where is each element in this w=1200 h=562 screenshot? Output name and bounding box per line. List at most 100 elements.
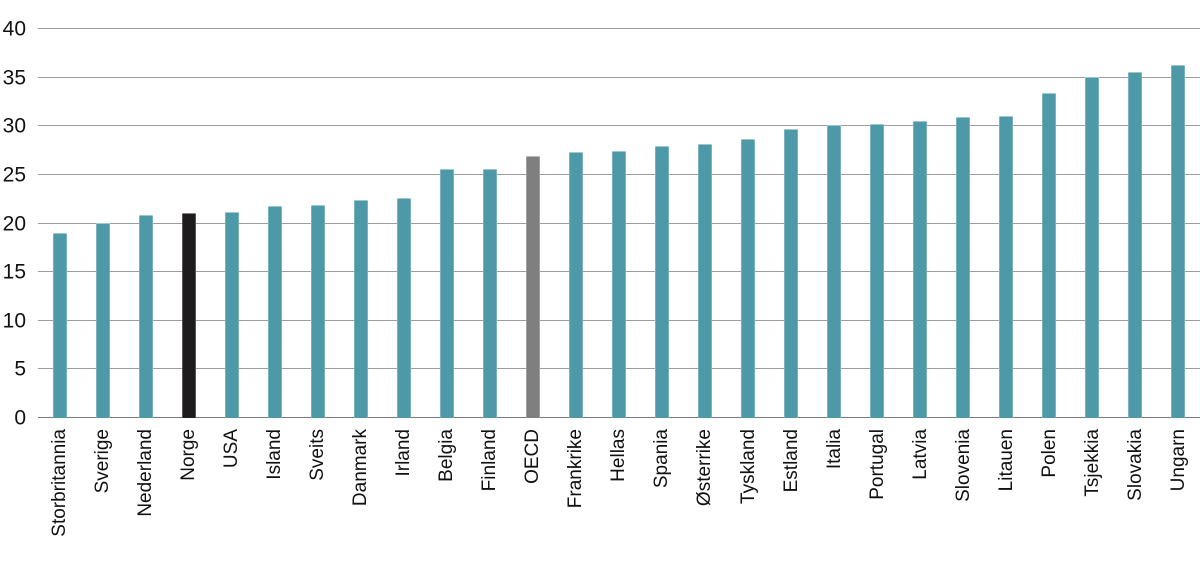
- y-tick-label-0: 0: [14, 406, 26, 430]
- x-label-cell-island: Island: [253, 419, 296, 562]
- x-label-cell-hellas: Hellas: [597, 419, 640, 562]
- x-tick-label-hellas: Hellas: [608, 429, 630, 482]
- bar-column-usa: [210, 29, 253, 418]
- x-tick-label-norge: Norge: [178, 429, 200, 481]
- x-tick-label-latvia: Latvia: [909, 429, 931, 480]
- x-tick-label-irland: Irland: [393, 429, 415, 477]
- bar-column-belgia: [425, 29, 468, 418]
- bar-column-østerrike: [683, 29, 726, 418]
- y-tick-label-25: 25: [2, 163, 26, 187]
- x-label-cell-storbritannia: Storbritannia: [38, 419, 81, 562]
- x-tick-label-portugal: Portugal: [866, 429, 888, 500]
- bar-nederland: [138, 214, 153, 418]
- x-label-cell-frankrike: Frankrike: [554, 419, 597, 562]
- bar-polen: [1042, 93, 1057, 418]
- x-label-cell-belgia: Belgia: [425, 419, 468, 562]
- x-tick-label-estland: Estland: [780, 429, 802, 493]
- bar-column-finland: [468, 29, 511, 418]
- x-tick-label-polen: Polen: [1038, 429, 1060, 478]
- x-tick-label-ungarn: Ungarn: [1167, 429, 1189, 492]
- bar-column-italia: [813, 29, 856, 418]
- bar-column-tsjekkia: [1071, 29, 1114, 418]
- plot-area: [38, 28, 1200, 418]
- bar-column-irland: [382, 29, 425, 418]
- x-label-cell-danmark: Danmark: [339, 419, 382, 562]
- bar-latvia: [913, 121, 928, 418]
- x-label-cell-sveits: Sveits: [296, 419, 339, 562]
- x-tick-label-tsjekkia: Tsjekkia: [1081, 429, 1103, 497]
- bar-column-latvia: [899, 29, 942, 418]
- x-label-cell-latvia: Latvia: [899, 419, 942, 562]
- bar-irland: [396, 198, 411, 418]
- x-label-cell-polen: Polen: [1028, 419, 1071, 562]
- x-tick-label-italia: Italia: [823, 429, 845, 470]
- bar-island: [267, 206, 282, 418]
- bar-danmark: [353, 200, 368, 418]
- bar-italia: [827, 125, 842, 418]
- x-tick-label-usa: USA: [221, 429, 243, 469]
- y-axis: 0 5 10 15 20 25 30 35 40: [0, 19, 30, 429]
- bar-storbritannia: [52, 233, 67, 418]
- x-tick-label-oecd: OECD: [522, 429, 544, 484]
- bar-column-polen: [1028, 29, 1071, 418]
- x-label-cell-slovenia: Slovenia: [942, 419, 985, 562]
- bars-row: [38, 29, 1200, 418]
- y-tick-label-5: 5: [14, 357, 26, 381]
- bar-column-hellas: [597, 29, 640, 418]
- x-label-cell-oecd: OECD: [511, 419, 554, 562]
- y-tick-label-15: 15: [2, 260, 26, 284]
- bar-column-oecd: [511, 29, 554, 418]
- x-label-cell-norge: Norge: [167, 419, 210, 562]
- bar-column-litauen: [985, 29, 1028, 418]
- gridline-35: [38, 76, 1200, 78]
- bar-spania: [654, 145, 669, 418]
- gridline-30: [38, 125, 1200, 127]
- bar-column-ungarn: [1157, 29, 1200, 418]
- bar-sverige: [95, 222, 110, 418]
- bar-estland: [784, 129, 799, 418]
- bar-column-spania: [640, 29, 683, 418]
- x-label-cell-estland: Estland: [770, 419, 813, 562]
- bar-østerrike: [697, 143, 712, 418]
- x-tick-label-island: Island: [264, 429, 286, 480]
- x-tick-label-storbritannia: Storbritannia: [49, 429, 71, 537]
- x-label-cell-litauen: Litauen: [985, 419, 1028, 562]
- bar-sveits: [310, 205, 325, 418]
- x-tick-label-sveits: Sveits: [307, 429, 329, 481]
- x-tick-label-frankrike: Frankrike: [565, 429, 587, 509]
- bar-column-frankrike: [554, 29, 597, 418]
- bar-tsjekkia: [1085, 76, 1100, 418]
- x-tick-label-nederland: Nederland: [135, 429, 157, 517]
- x-label-cell-italia: Italia: [813, 419, 856, 562]
- x-tick-label-belgia: Belgia: [436, 429, 458, 482]
- bar-belgia: [439, 169, 454, 418]
- bar-column-island: [253, 29, 296, 418]
- bar-column-estland: [770, 29, 813, 418]
- bar-column-sverige: [81, 29, 124, 418]
- y-tick-label-30: 30: [2, 114, 26, 138]
- bar-column-danmark: [339, 29, 382, 418]
- x-axis: Storbritannia Sverige Nederland Norge USA Isl…: [38, 419, 1200, 562]
- x-label-cell-østerrike: Østerrike: [683, 419, 726, 562]
- bar-column-nederland: [124, 29, 167, 418]
- bar-column-storbritannia: [38, 29, 81, 418]
- x-tick-label-spania: Spania: [651, 429, 673, 489]
- bar-column-slovakia: [1114, 29, 1157, 418]
- x-tick-label-slovakia: Slovakia: [1124, 429, 1146, 501]
- bar-slovakia: [1128, 71, 1143, 418]
- bar-finland: [482, 169, 497, 418]
- x-tick-label-sverige: Sverige: [92, 429, 114, 494]
- x-tick-label-slovenia: Slovenia: [952, 429, 974, 502]
- x-label-cell-usa: USA: [210, 419, 253, 562]
- bar-column-slovenia: [942, 29, 985, 418]
- y-tick-label-40: 40: [2, 17, 26, 41]
- bar-oecd: [525, 156, 540, 418]
- bar-hellas: [611, 150, 626, 418]
- x-label-cell-finland: Finland: [468, 419, 511, 562]
- bar-ungarn: [1171, 64, 1186, 418]
- bar-usa: [224, 211, 239, 418]
- x-tick-label-danmark: Danmark: [350, 429, 372, 507]
- bar-norge: [181, 212, 196, 418]
- x-label-cell-nederland: Nederland: [124, 419, 167, 562]
